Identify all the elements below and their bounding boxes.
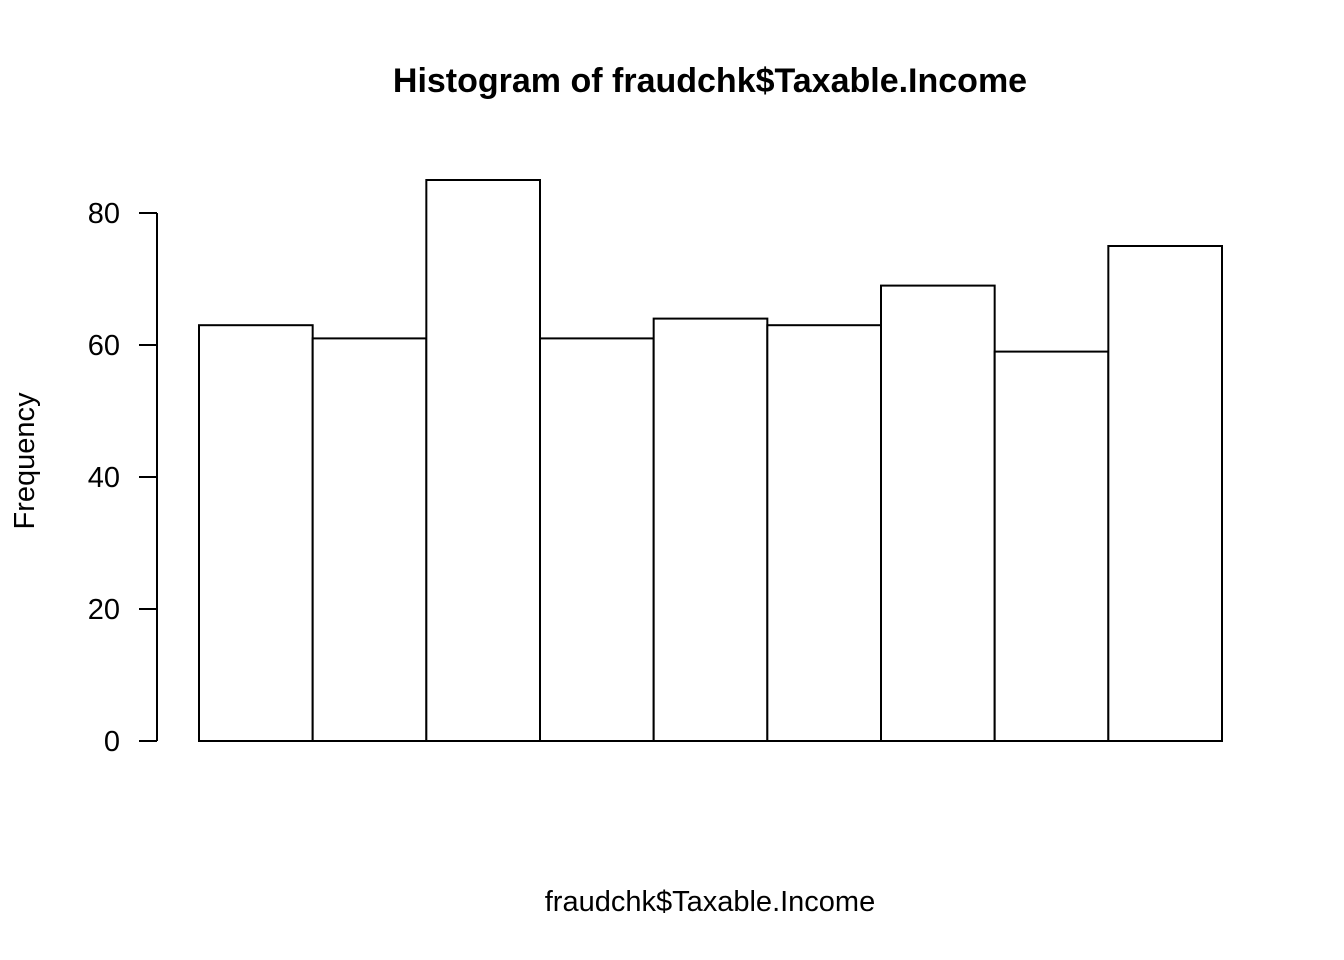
y-axis: 0 20 40 60 80 [88, 198, 158, 758]
y-tick-label: 20 [88, 594, 120, 626]
histogram-bar [766, 324, 882, 742]
y-tick-label: 60 [88, 330, 120, 362]
y-tick-label: 40 [88, 462, 120, 494]
chart-title: Histogram of fraudchk$Taxable.Income [393, 62, 1027, 100]
bars-group [198, 179, 1224, 742]
histogram-bar [993, 350, 1110, 742]
y-axis-label: Frequency [9, 392, 41, 530]
histogram-bar [880, 284, 996, 742]
y-tick-label: 0 [104, 726, 120, 758]
histogram-bar [652, 317, 769, 742]
histogram-bar [1107, 245, 1224, 742]
y-tick-label: 80 [88, 198, 120, 230]
histogram-bar [425, 179, 542, 742]
histogram-bar [539, 337, 655, 742]
histogram-bar [311, 337, 428, 742]
x-axis-label: fraudchk$Taxable.Income [545, 886, 875, 918]
histogram-bar [198, 324, 314, 742]
